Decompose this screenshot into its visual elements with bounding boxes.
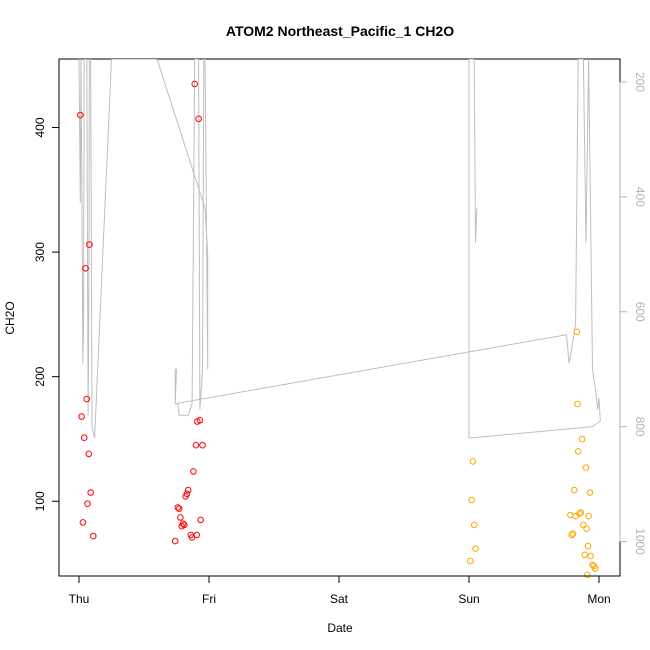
data-point	[192, 441, 200, 449]
data-point	[80, 434, 88, 442]
data-point	[195, 115, 202, 123]
pressure-line-layer	[78, 59, 601, 439]
data-point	[82, 265, 89, 272]
data-point	[181, 521, 188, 529]
data-point	[174, 504, 182, 511]
data-point	[577, 509, 585, 516]
data-point	[87, 489, 94, 496]
data-point	[584, 542, 592, 550]
x-tick-label: Sun	[458, 592, 479, 606]
chart-title: ATOM2 Northeast_Pacific_1 CH2O	[226, 23, 454, 39]
x-tick-label: Mon	[587, 592, 610, 606]
data-point	[571, 486, 578, 494]
data-point	[587, 552, 594, 560]
data-point	[84, 500, 91, 508]
data-point	[90, 532, 97, 540]
data-point	[586, 489, 594, 496]
data-point	[191, 80, 198, 88]
data-point	[568, 531, 576, 539]
x-tick-label: Sat	[330, 592, 349, 606]
data-point	[85, 450, 93, 458]
points-layer	[77, 80, 599, 579]
data-point	[470, 521, 478, 529]
data-point	[584, 571, 591, 579]
y-tick-label: 200	[33, 366, 47, 386]
data-point	[177, 514, 184, 521]
x-tick-label: Thu	[69, 592, 90, 606]
data-point	[184, 486, 192, 494]
y2-tick-label: 600	[633, 302, 647, 322]
data-point	[574, 448, 582, 455]
data-point	[197, 516, 204, 524]
data-point	[175, 505, 183, 513]
data-point	[573, 328, 581, 336]
y-tick-label: 300	[33, 242, 47, 262]
y2-tick-label: 400	[633, 187, 647, 207]
data-point	[582, 464, 590, 471]
data-point	[199, 441, 206, 449]
data-point	[580, 521, 587, 529]
data-point	[469, 458, 477, 465]
data-point	[585, 512, 592, 520]
data-point	[578, 435, 586, 443]
data-point	[83, 395, 91, 403]
data-point	[569, 530, 577, 537]
data-point	[193, 531, 200, 539]
data-point	[467, 557, 474, 565]
data-point	[77, 111, 84, 119]
axes-layer: Thu Fri Sat Sun Mon 100 200 300 400 200 400 600 800 1…	[33, 72, 647, 606]
data-point	[576, 510, 583, 518]
y-axis-label: CH2O	[3, 301, 17, 334]
data-point	[574, 400, 581, 408]
x-tick-label: Fri	[202, 592, 216, 606]
data-point	[179, 520, 187, 528]
y2-tick-label: 200	[633, 72, 647, 92]
data-point	[196, 417, 204, 424]
data-point	[472, 545, 479, 552]
data-point	[583, 525, 590, 533]
data-point	[468, 496, 475, 504]
data-point	[567, 511, 574, 519]
y2-tick-label: 1000	[633, 528, 647, 555]
data-point	[78, 413, 85, 420]
x-axis-label: Date	[327, 621, 353, 635]
data-point	[79, 519, 87, 526]
data-point	[190, 468, 197, 475]
data-point	[581, 551, 589, 559]
y2-tick-label: 800	[633, 417, 647, 437]
y-tick-label: 100	[33, 491, 47, 511]
data-point	[86, 241, 93, 248]
y-tick-label: 400	[33, 117, 47, 137]
pressure-line	[78, 59, 601, 439]
plot-box	[58, 58, 621, 577]
data-point	[591, 565, 599, 572]
data-point	[171, 537, 179, 545]
data-point	[183, 490, 191, 498]
